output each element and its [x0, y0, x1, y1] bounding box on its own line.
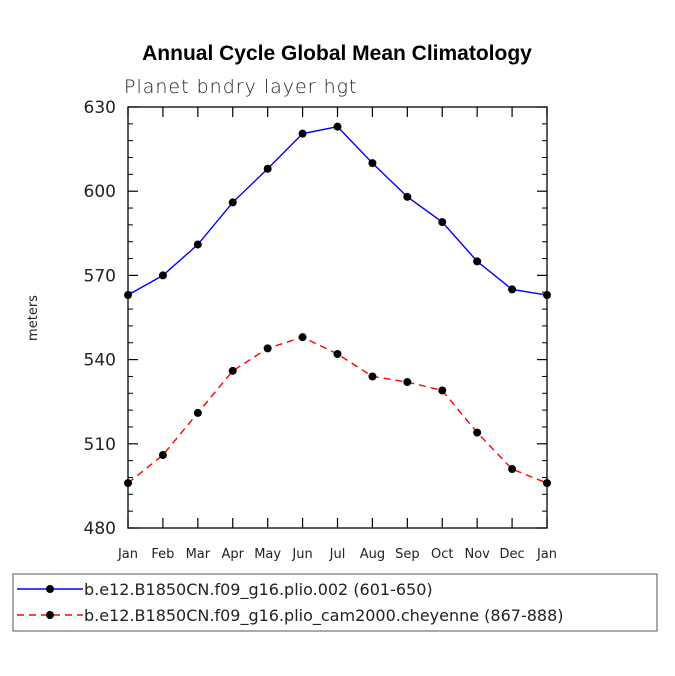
- y-axis-label: meters: [26, 295, 41, 341]
- legend: b.e12.B1850CN.f09_g16.plio.002 (601-650)…: [12, 573, 658, 632]
- data-point: [263, 344, 272, 353]
- legend-swatch-marker: [46, 585, 54, 593]
- y-tick-label: 630: [84, 98, 116, 118]
- data-point: [543, 291, 551, 300]
- series-line: [127, 336, 548, 484]
- data-point: [158, 271, 167, 280]
- x-tick-label: Dec: [500, 547, 525, 562]
- x-tick-label: Apr: [222, 547, 245, 562]
- y-tick-label: 540: [84, 351, 116, 371]
- data-point: [473, 428, 482, 437]
- series-line: [127, 125, 548, 296]
- data-point: [543, 479, 551, 488]
- x-tick-label: Oct: [431, 547, 453, 562]
- y-tick-label: 480: [84, 519, 116, 539]
- x-tick-label: Jun: [291, 547, 312, 562]
- data-point: [333, 122, 342, 131]
- x-tick-label: Jan: [536, 547, 557, 562]
- data-point: [124, 479, 132, 488]
- x-tick-label: May: [254, 547, 281, 562]
- x-tick-label: Jan: [117, 547, 138, 562]
- data-point: [193, 240, 202, 249]
- data-point: [508, 465, 517, 474]
- legend-entry-label: b.e12.B1850CN.f09_g16.plio_cam2000.cheye…: [84, 606, 564, 626]
- data-point: [263, 164, 272, 173]
- data-point: [473, 257, 482, 266]
- x-tick-label: Sep: [395, 547, 420, 562]
- data-point: [228, 198, 237, 207]
- x-tick-label: Jul: [329, 547, 346, 562]
- x-tick-label: Mar: [186, 547, 211, 562]
- data-point: [438, 386, 447, 395]
- legend-swatch-marker: [46, 611, 54, 619]
- data-point: [124, 291, 132, 300]
- data-point: [158, 451, 167, 460]
- data-point: [438, 218, 447, 227]
- data-point: [298, 129, 307, 138]
- x-tick-label: Aug: [360, 547, 385, 562]
- data-point: [508, 285, 517, 294]
- plot-frame: [127, 106, 548, 529]
- y-tick-label: 570: [84, 266, 116, 286]
- data-point: [368, 159, 377, 168]
- legend-entry-label: b.e12.B1850CN.f09_g16.plio.002 (601-650): [84, 580, 433, 600]
- y-tick-label: 600: [84, 182, 116, 202]
- chart-subtitle: Planet bndry layer hgt: [124, 76, 357, 98]
- y-tick-label: 510: [84, 435, 116, 455]
- data-point: [368, 372, 377, 381]
- x-tick-label: Nov: [464, 547, 490, 562]
- data-point: [403, 192, 412, 201]
- x-tick-label: Feb: [151, 547, 174, 562]
- data-point: [403, 378, 412, 387]
- legend-box: [12, 573, 658, 632]
- data-point: [333, 349, 342, 358]
- data-point: [298, 333, 307, 342]
- data-point: [228, 366, 237, 375]
- data-point: [193, 408, 202, 417]
- plot-area: 480 510 540 570 600 630 Jan Feb Mar Apr May Jun Jul A…: [84, 98, 557, 562]
- chart-title: Annual Cycle Global Mean Climatology: [142, 42, 532, 65]
